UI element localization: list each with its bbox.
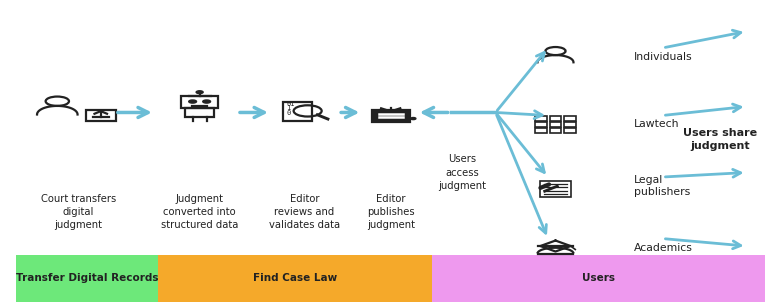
Circle shape xyxy=(411,118,416,120)
Text: Users
access
judgment: Users access judgment xyxy=(438,154,486,191)
FancyBboxPatch shape xyxy=(158,255,432,301)
Text: Judgment
converted into
structured data: Judgment converted into structured data xyxy=(161,194,238,230)
Text: 01: 01 xyxy=(286,101,295,107)
FancyBboxPatch shape xyxy=(432,255,765,301)
Circle shape xyxy=(203,100,210,103)
Text: Legal
publishers: Legal publishers xyxy=(634,175,690,197)
Text: Users share
judgment: Users share judgment xyxy=(684,128,757,151)
Text: Individuals: Individuals xyxy=(634,52,693,62)
Text: Academics: Academics xyxy=(634,243,693,253)
Text: Find Case Law: Find Case Law xyxy=(253,273,337,283)
Text: Lawtech: Lawtech xyxy=(634,119,680,129)
FancyBboxPatch shape xyxy=(372,110,410,122)
Text: Court transfers
digital
judgment: Court transfers digital judgment xyxy=(41,194,116,230)
Text: Editor
reviews and
validates data: Editor reviews and validates data xyxy=(269,194,340,230)
Circle shape xyxy=(189,100,197,103)
Circle shape xyxy=(196,91,204,94)
Text: 1: 1 xyxy=(286,105,290,111)
FancyBboxPatch shape xyxy=(16,255,158,301)
Text: Transfer Digital Records: Transfer Digital Records xyxy=(16,273,158,283)
Text: Users: Users xyxy=(582,273,615,283)
Text: 0: 0 xyxy=(286,109,290,115)
Text: Editor
publishes
judgment: Editor publishes judgment xyxy=(366,194,415,230)
